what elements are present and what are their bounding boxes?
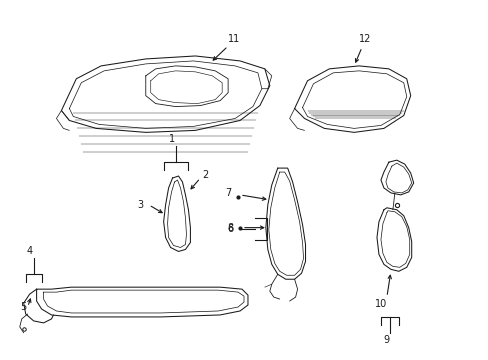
Text: 4: 4 bbox=[26, 246, 33, 256]
Text: 10: 10 bbox=[374, 299, 386, 309]
Text: 2: 2 bbox=[202, 170, 208, 180]
Text: 1: 1 bbox=[168, 134, 174, 144]
Text: 11: 11 bbox=[228, 34, 240, 44]
Text: 8: 8 bbox=[226, 222, 233, 233]
Text: 12: 12 bbox=[358, 34, 371, 44]
Text: 3: 3 bbox=[137, 200, 142, 210]
Text: 6: 6 bbox=[226, 224, 233, 234]
Text: 5: 5 bbox=[20, 302, 26, 312]
Text: 7: 7 bbox=[224, 188, 231, 198]
Text: 9: 9 bbox=[383, 335, 389, 345]
